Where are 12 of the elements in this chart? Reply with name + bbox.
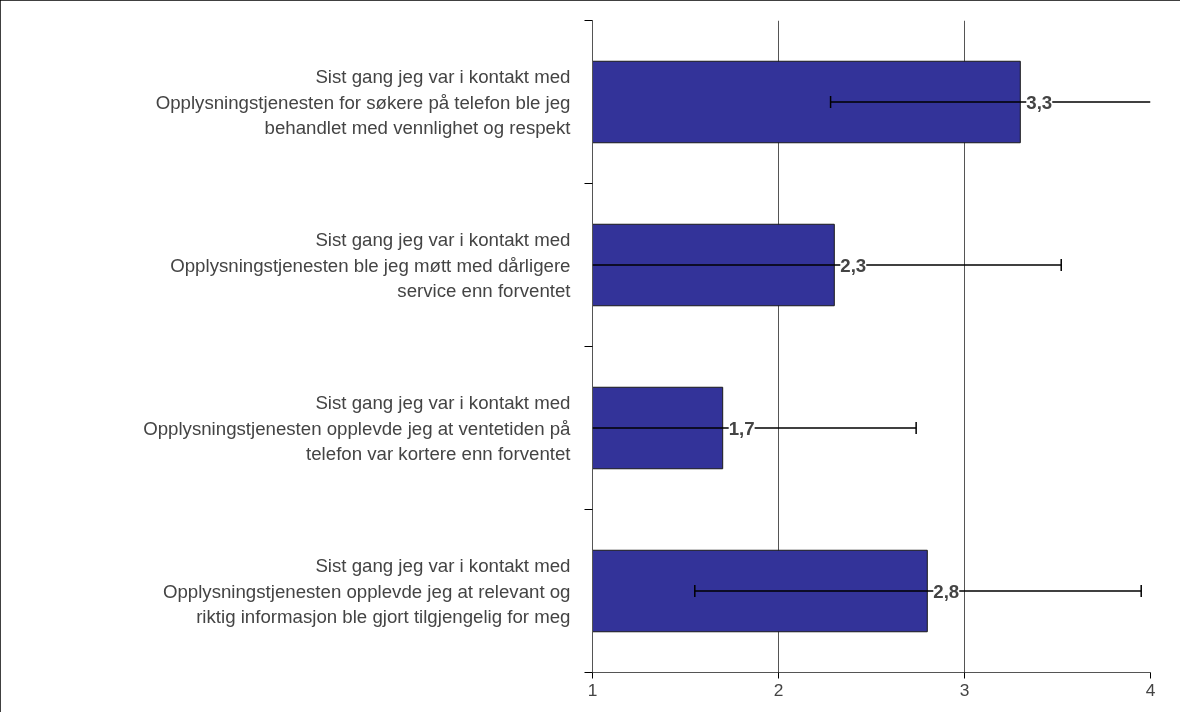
x-tick-label: 4 (1145, 679, 1156, 700)
x-tick-label: 2 (773, 679, 784, 700)
data-label: 2,3 (840, 254, 867, 276)
y-tick-label: Sist gang jeg var i kontakt med Opplysningstjenesten ble jeg møtt med dårligere service enn forventet (170, 229, 572, 301)
data-label: 3,3 (1026, 91, 1053, 113)
x-tick-label: 3 (959, 679, 970, 700)
data-label: 2,8 (933, 580, 960, 602)
y-tick-label: Sist gang jeg var i kontakt med Opplysningstjenesten for søkere på telefon ble jeg behandlet med vennlighet og respekt (155, 66, 572, 138)
x-tick-label: 1 (587, 679, 598, 700)
y-tick-label: Sist gang jeg var i kontakt med Opplysningstjenesten opplevde jeg at relevant og riktig informasjon ble gjort tilgjengelig for meg (162, 555, 571, 627)
y-tick-label: Sist gang jeg var i kontakt med Opplysningstjenesten opplevde jeg at ventetiden på telefon var kortere enn forventet (143, 392, 572, 464)
data-label: 1,7 (728, 417, 755, 439)
